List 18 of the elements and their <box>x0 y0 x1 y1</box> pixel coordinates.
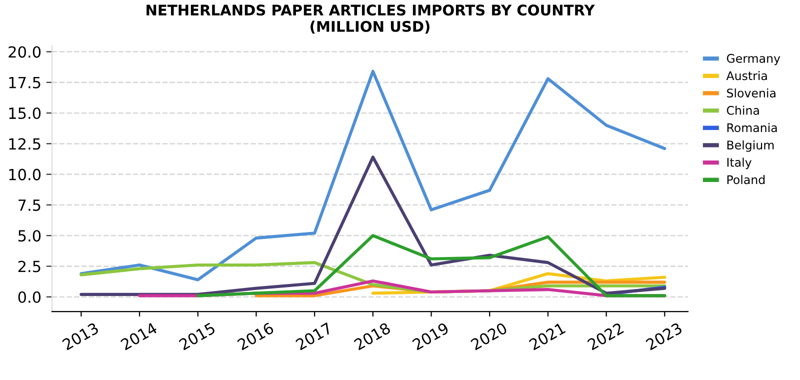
y-tick-label: 0.0 <box>18 291 41 303</box>
y-tick-label: 20.0 <box>8 46 41 58</box>
legend-label: Germany <box>726 54 780 66</box>
y-tick-label: 10.0 <box>9 168 41 180</box>
y-tick-label: 2.5 <box>18 260 40 272</box>
legend-label: Belgium <box>727 140 774 152</box>
chart-title: NETHERLANDS PAPER ARTICLES IMPORTS BY COUNTRY (MILLION USD) <box>146 4 595 34</box>
legend-label: Romania <box>727 123 777 132</box>
legend-label: Poland <box>727 175 765 184</box>
y-tick-label: 17.5 <box>9 77 40 88</box>
y-tick-label: 7.5 <box>18 200 40 211</box>
legend-label: Italy <box>727 158 752 170</box>
legend-label: China <box>726 106 759 115</box>
y-tick-label: 5.0 <box>18 230 41 242</box>
legend-label: Slovenia <box>727 88 776 98</box>
y-tick-label: 12.5 <box>9 138 40 150</box>
legend-label: Austria <box>726 71 767 80</box>
y-tick-label: 15.0 <box>9 107 41 120</box>
